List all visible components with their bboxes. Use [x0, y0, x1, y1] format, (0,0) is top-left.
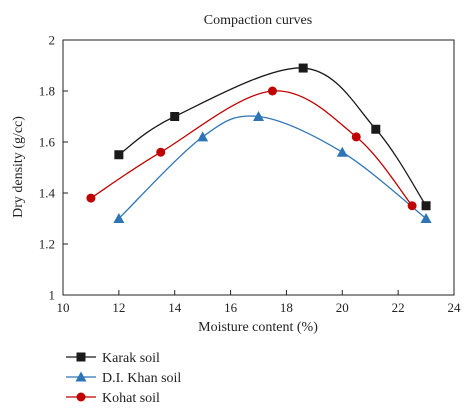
kohat-soil-data-point — [407, 201, 417, 211]
y-axis-title: Dry density (g/cc) — [11, 116, 26, 218]
x-tick-label: 22 — [392, 300, 405, 315]
x-tick-label: 10 — [57, 300, 70, 315]
y-tick-label: 1.2 — [39, 237, 55, 252]
y-tick-label: 2 — [49, 33, 56, 48]
y-tick-label: 1 — [49, 288, 56, 303]
legend-label-kohat-soil: Kohat soil — [102, 391, 160, 406]
legend-label-d-i-khan-soil: D.I. Khan soil — [102, 371, 181, 386]
plot-area-frame — [62, 39, 455, 296]
chart-title: Compaction curves — [204, 13, 312, 28]
kohat-soil-data-point — [86, 193, 96, 203]
kohat-soil-data-point — [351, 132, 361, 142]
x-axis-title: Moisture content (%) — [198, 320, 318, 335]
kohat-soil-curve — [90, 90, 413, 207]
karak-soil-data-point — [421, 201, 431, 211]
x-tick-label: 12 — [112, 300, 125, 315]
series-markers — [86, 63, 432, 223]
legend-label-karak-soil: Karak soil — [102, 351, 160, 366]
karak-soil-data-point — [170, 112, 180, 121]
x-tick-label: 20 — [336, 300, 349, 315]
d-i-khan-soil-data-point — [197, 131, 209, 142]
axis-ticks: 10 12 14 16 18 20 22 24 1 1.2 1.4 1.6 1.8 2 — [39, 33, 461, 316]
kohat-soil-data-point — [267, 86, 277, 96]
karak-soil-data-point — [298, 63, 308, 73]
y-tick-label: 1.8 — [39, 84, 55, 99]
legend-marker-d-i-khan-soil — [75, 371, 87, 382]
karak-soil-data-point — [114, 150, 124, 160]
y-tick-label: 1.6 — [39, 135, 56, 150]
x-tick-label: 14 — [168, 300, 182, 315]
legend: Karak soil D.I. Khan soil Kohat soil — [66, 351, 181, 406]
legend-marker-kohat-soil — [76, 392, 86, 402]
x-tick-label: 18 — [280, 300, 293, 315]
d-i-khan-soil-data-point — [113, 213, 125, 223]
series-curves — [90, 67, 427, 220]
x-tick-label: 16 — [224, 300, 238, 315]
karak-soil-data-point — [371, 124, 381, 134]
kohat-soil-data-point — [156, 147, 166, 157]
d-i-khan-soil-data-point — [336, 146, 348, 157]
legend-marker-karak-soil — [76, 352, 86, 362]
d-i-khan-soil-data-point — [420, 213, 432, 223]
d-i-khan-soil-data-point — [253, 111, 264, 121]
y-tick-label: 1.4 — [39, 186, 56, 201]
x-tick-label: 24 — [448, 300, 462, 315]
